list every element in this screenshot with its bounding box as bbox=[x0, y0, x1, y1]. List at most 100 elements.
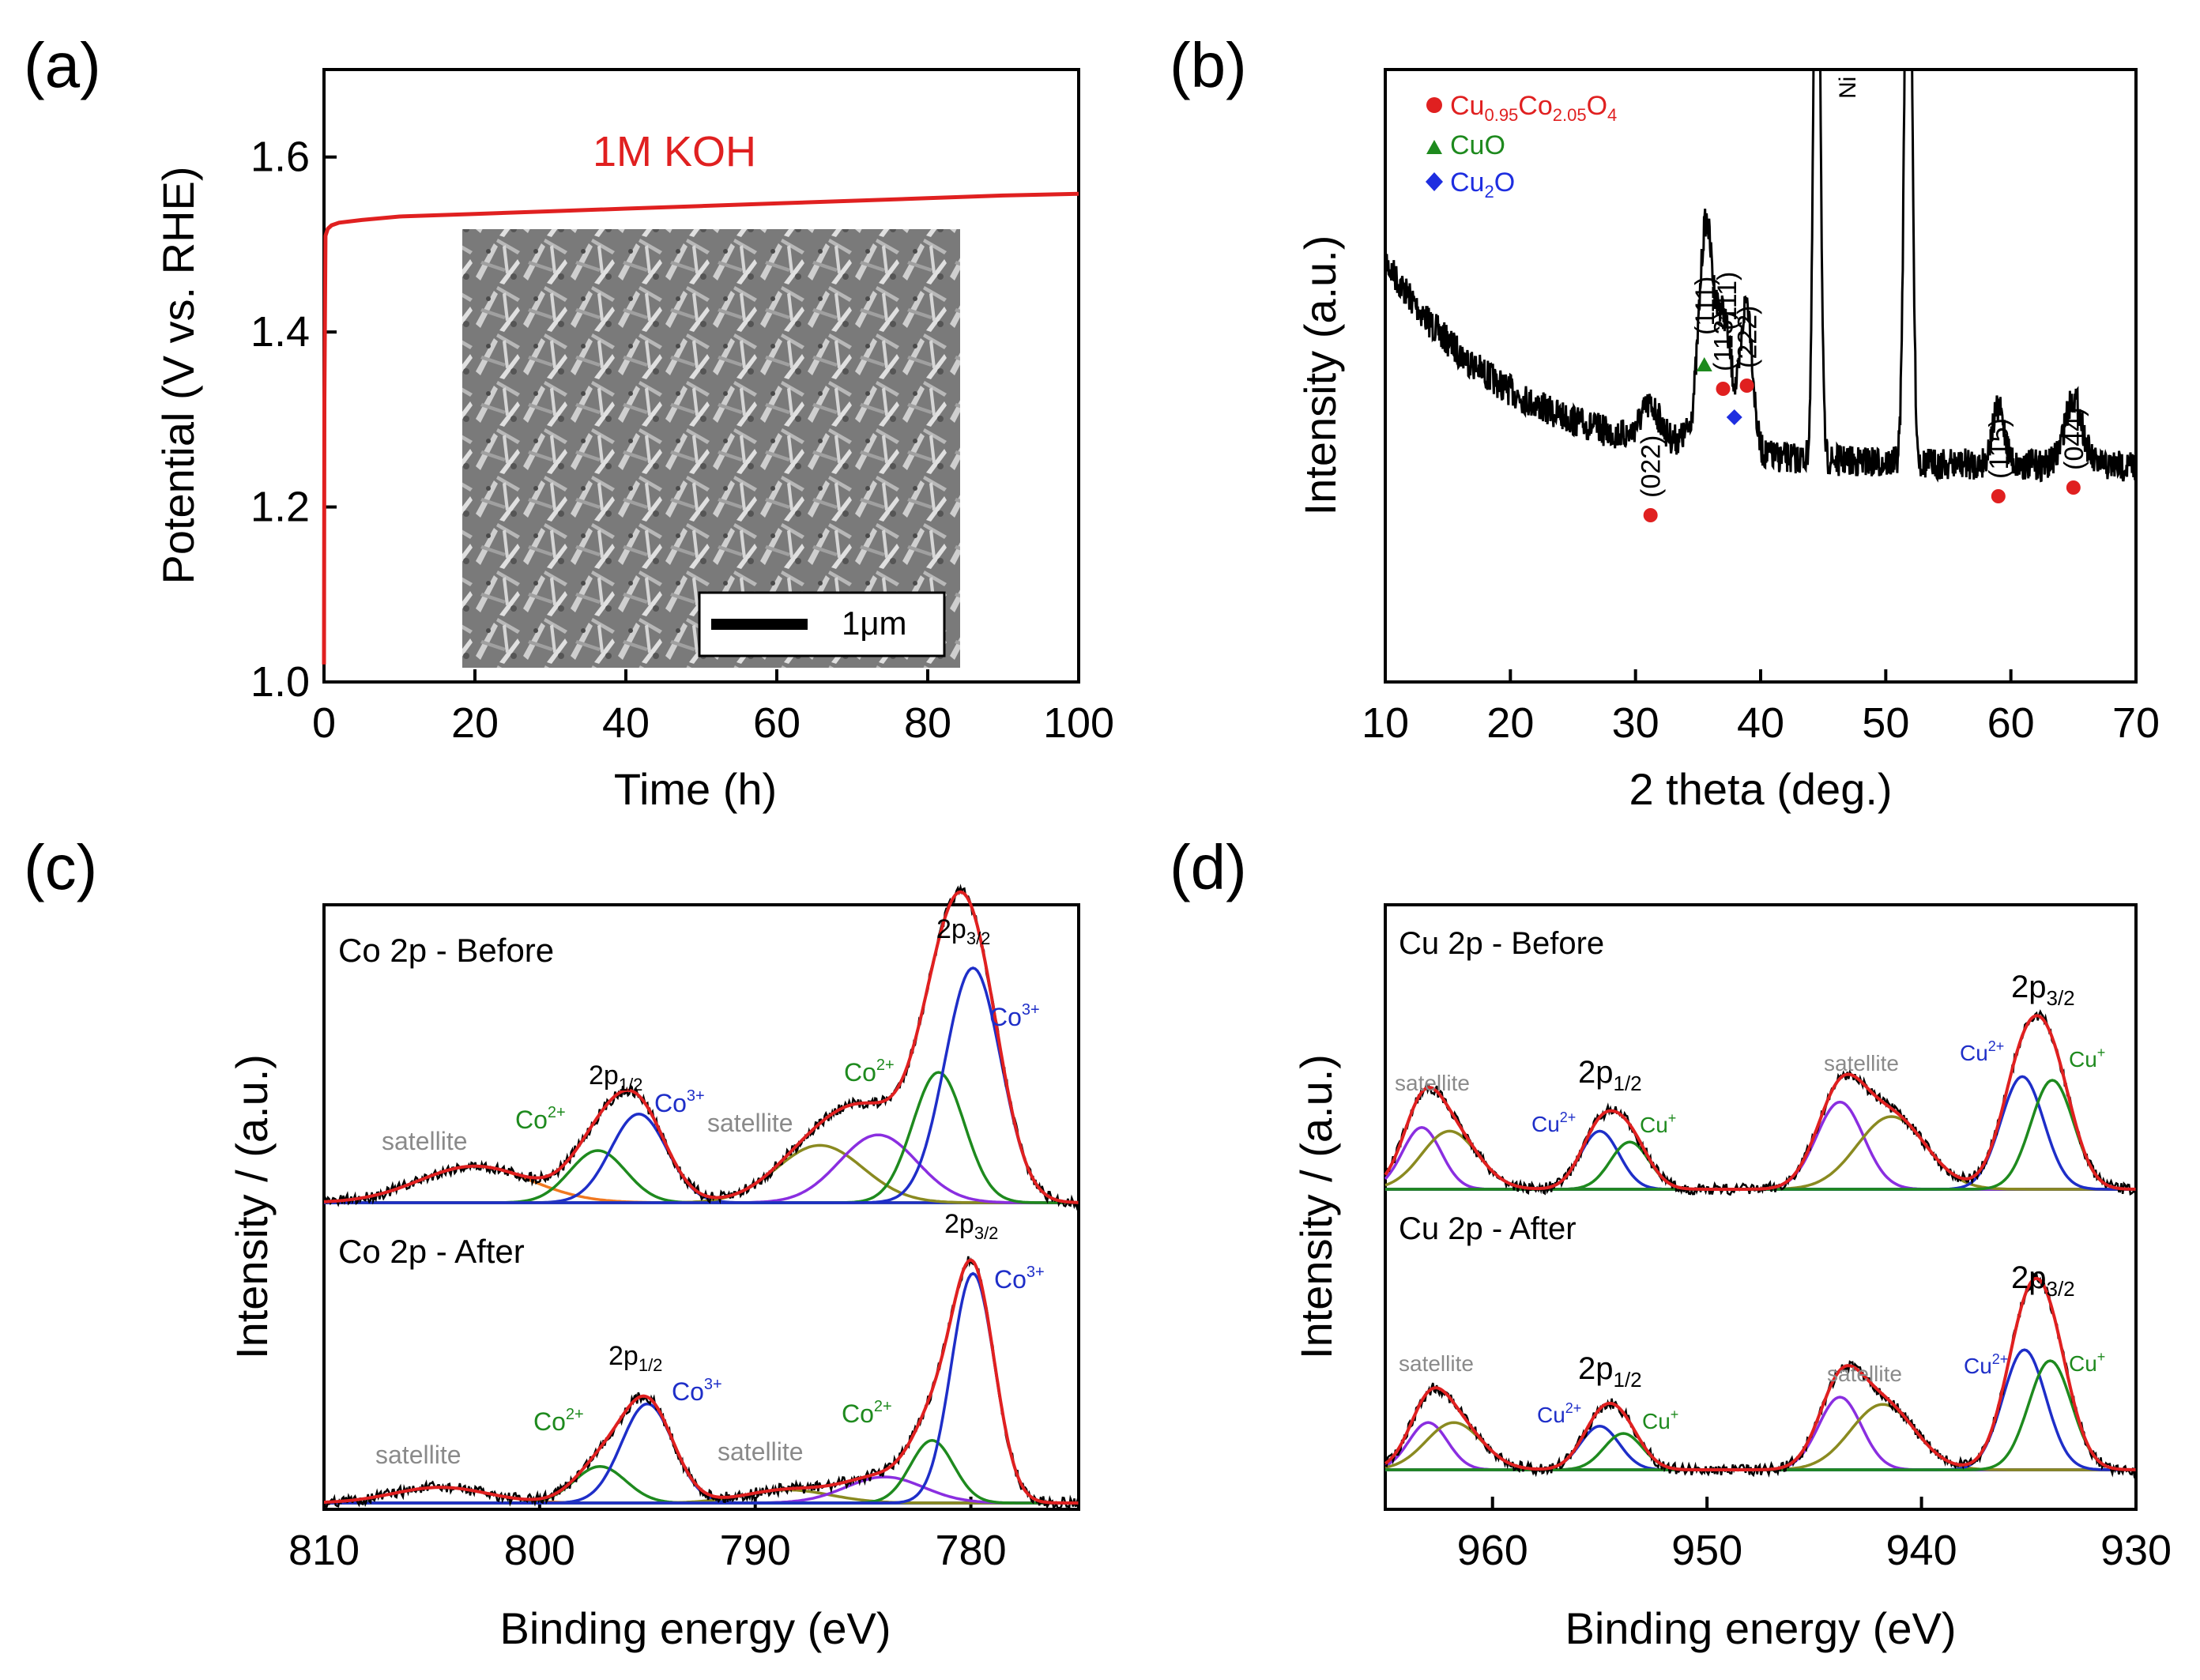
co-after-co2-left: Co2+ bbox=[533, 1406, 584, 1436]
cu-before-sat-mid: satellite bbox=[1824, 1051, 1899, 1075]
component-Cup bbox=[1385, 1359, 2134, 1471]
x-tick-label: 100 bbox=[1043, 699, 1114, 747]
panel-d: (d) 960 950 940 930 Cu 2p - Before Cu 2p - … bbox=[1170, 832, 2172, 1653]
sem-inset: 1μm bbox=[462, 229, 960, 668]
electrolyte-label: 1M KOH bbox=[593, 128, 756, 175]
cu-after-cu2-left: Cu2+ bbox=[1537, 1400, 1581, 1427]
legend-spinel: Cu0.95Co2.05O4 bbox=[1450, 91, 1617, 125]
component-satellite bbox=[1385, 1403, 2134, 1471]
co-after-sat-left: satellite bbox=[375, 1441, 461, 1469]
x-tick-label: 0 bbox=[312, 699, 336, 747]
x-tick-label: 780 bbox=[936, 1527, 1007, 1574]
peak-marker-circle bbox=[1643, 508, 1658, 522]
cu-after-title: Cu 2p - After bbox=[1399, 1211, 1577, 1246]
legend-cu2o: Cu2O bbox=[1450, 168, 1515, 202]
component-Co3p bbox=[324, 1271, 1077, 1505]
co-before-co3-right: Co3+ bbox=[989, 1001, 1040, 1031]
component-Co3p bbox=[324, 966, 1077, 1204]
fit-envelope-line bbox=[324, 1258, 1079, 1505]
xrd-pattern-line bbox=[1387, 71, 2134, 483]
x-tick-label: 20 bbox=[1486, 699, 1534, 747]
component-satellite bbox=[1384, 1421, 2134, 1471]
x-tick-label: 60 bbox=[753, 699, 801, 747]
cu-labels: satellite 2p1/2 Cu2+ Cu+ satellite Cu2+ … bbox=[1395, 970, 2105, 1433]
xrd-legend: Cu0.95Co2.05O4 CuO Cu2O bbox=[1426, 91, 1617, 202]
panel-c-xlabel: Binding energy (eV) bbox=[500, 1603, 891, 1653]
x-tick-label: 70 bbox=[2112, 699, 2160, 747]
x-tick-label: 800 bbox=[504, 1527, 575, 1574]
panel-a-y-ticks: 1.0 1.2 1.4 1.6 bbox=[251, 134, 337, 706]
cu-before-2p12: 2p1/2 bbox=[1578, 1055, 1642, 1095]
panel-b-label: (b) bbox=[1170, 30, 1247, 100]
x-tick-label: 10 bbox=[1362, 699, 1409, 747]
panel-c-x-ticks: 810 800 790 780 bbox=[288, 1497, 1007, 1574]
fit-envelope-line bbox=[1384, 1276, 2136, 1471]
scalebar-label: 1μm bbox=[842, 605, 907, 642]
legend-marker-cuo bbox=[1426, 140, 1442, 154]
cu-after-2p32: 2p3/2 bbox=[2011, 1260, 2075, 1301]
panel-b-frame bbox=[1384, 68, 2138, 684]
co-before-sat-mid: satellite bbox=[707, 1109, 793, 1137]
raw-data-line bbox=[1384, 1009, 2137, 1196]
fit-envelope-line bbox=[323, 890, 1079, 1204]
y-tick-label: 1.2 bbox=[251, 484, 310, 531]
panel-b-xlabel: 2 theta (deg.) bbox=[1629, 764, 1892, 814]
x-tick-label: 20 bbox=[451, 699, 499, 747]
y-tick-label: 1.0 bbox=[251, 658, 310, 706]
panel-d-spectra bbox=[1384, 1009, 2137, 1479]
component-satellite bbox=[1384, 1126, 2134, 1191]
co-before-labels: 2p3/2 Co3+ Co2+ satellite 2p1/2 Co3+ Co2… bbox=[375, 914, 1045, 1469]
x-tick-label: 810 bbox=[288, 1527, 360, 1574]
cu-before-cu2-right: Cu2+ bbox=[1960, 1038, 2004, 1065]
x-tick-label: 40 bbox=[1737, 699, 1784, 747]
co-before-sat-left: satellite bbox=[382, 1127, 468, 1155]
cu-before-2p32: 2p3/2 bbox=[2011, 970, 2075, 1010]
legend-marker-cu2o bbox=[1426, 172, 1443, 191]
panel-a-xlabel: Time (h) bbox=[614, 764, 777, 814]
x-tick-label: 950 bbox=[1671, 1527, 1742, 1574]
panel-c-ylabel: Intensity / (a.u.) bbox=[227, 1054, 277, 1359]
fit-envelope-line bbox=[1384, 1014, 2136, 1191]
panel-c-frame bbox=[322, 903, 1080, 1511]
panel-d-xlabel: Binding energy (eV) bbox=[1565, 1603, 1957, 1653]
panel-a-label: (a) bbox=[24, 30, 101, 100]
x-tick-label: 80 bbox=[904, 699, 951, 747]
peak-marker-circle bbox=[1716, 382, 1731, 396]
co-before-co2-right: Co2+ bbox=[844, 1057, 895, 1087]
cu-after-sat-mid: satellite bbox=[1827, 1362, 1902, 1386]
x-tick-label: 940 bbox=[1886, 1527, 1957, 1574]
co-after-2p12: 2p1/2 bbox=[608, 1341, 662, 1375]
panel-a: (a) 0 20 40 60 80 100 1.0 1.2 1.4 1.6 bbox=[24, 30, 1114, 814]
cu-before-sat-left: satellite bbox=[1395, 1071, 1470, 1095]
co-after-title: Co 2p - After bbox=[338, 1233, 525, 1270]
panel-d-ylabel: Intensity / (a.u.) bbox=[1291, 1054, 1341, 1359]
component-Cu2p bbox=[1385, 1129, 2134, 1191]
panel-c: (c) 810 800 790 780 Co 2p - Before Co 2p - … bbox=[24, 832, 1080, 1653]
component-Cu2p bbox=[1385, 1348, 2134, 1471]
potential-series-line bbox=[322, 191, 1079, 665]
panel-c-label: (c) bbox=[24, 832, 97, 902]
ni-substrate-label: Ni bbox=[1835, 77, 1861, 99]
component-Cu2p bbox=[1385, 1425, 2134, 1471]
x-tick-label: 790 bbox=[720, 1527, 791, 1574]
legend-marker-spinel bbox=[1426, 97, 1442, 113]
peak-label: (222) bbox=[1733, 306, 1763, 368]
panel-b: (b) 10 20 30 40 50 60 70 (022)(111)(113)(111)(… bbox=[1170, 30, 2160, 814]
cu-after-2p12: 2p1/2 bbox=[1578, 1351, 1642, 1392]
cu-after-cu2-right: Cu2+ bbox=[1964, 1351, 2008, 1378]
component-Cu2p bbox=[1385, 1075, 2134, 1191]
co-after-2p32: 2p3/2 bbox=[944, 1209, 998, 1243]
peak-label: (113) bbox=[1709, 311, 1739, 371]
component-Cup bbox=[1385, 1079, 2134, 1191]
panel-a-x-ticks: 0 20 40 60 80 100 bbox=[312, 669, 1114, 747]
panel-d-x-ticks: 960 950 940 930 bbox=[1457, 1497, 2172, 1574]
cu-after-cu1-left: Cu+ bbox=[1642, 1407, 1678, 1433]
peak-label: (111) bbox=[1690, 277, 1720, 335]
component-Co2p bbox=[324, 1465, 1077, 1505]
co-before-2p32: 2p3/2 bbox=[936, 914, 990, 948]
legend-cuo: CuO bbox=[1450, 130, 1505, 160]
component-satellite bbox=[1384, 1129, 2134, 1191]
co-before-co2-left: Co2+ bbox=[515, 1104, 566, 1134]
co-after-co2-right: Co2+ bbox=[842, 1398, 892, 1428]
